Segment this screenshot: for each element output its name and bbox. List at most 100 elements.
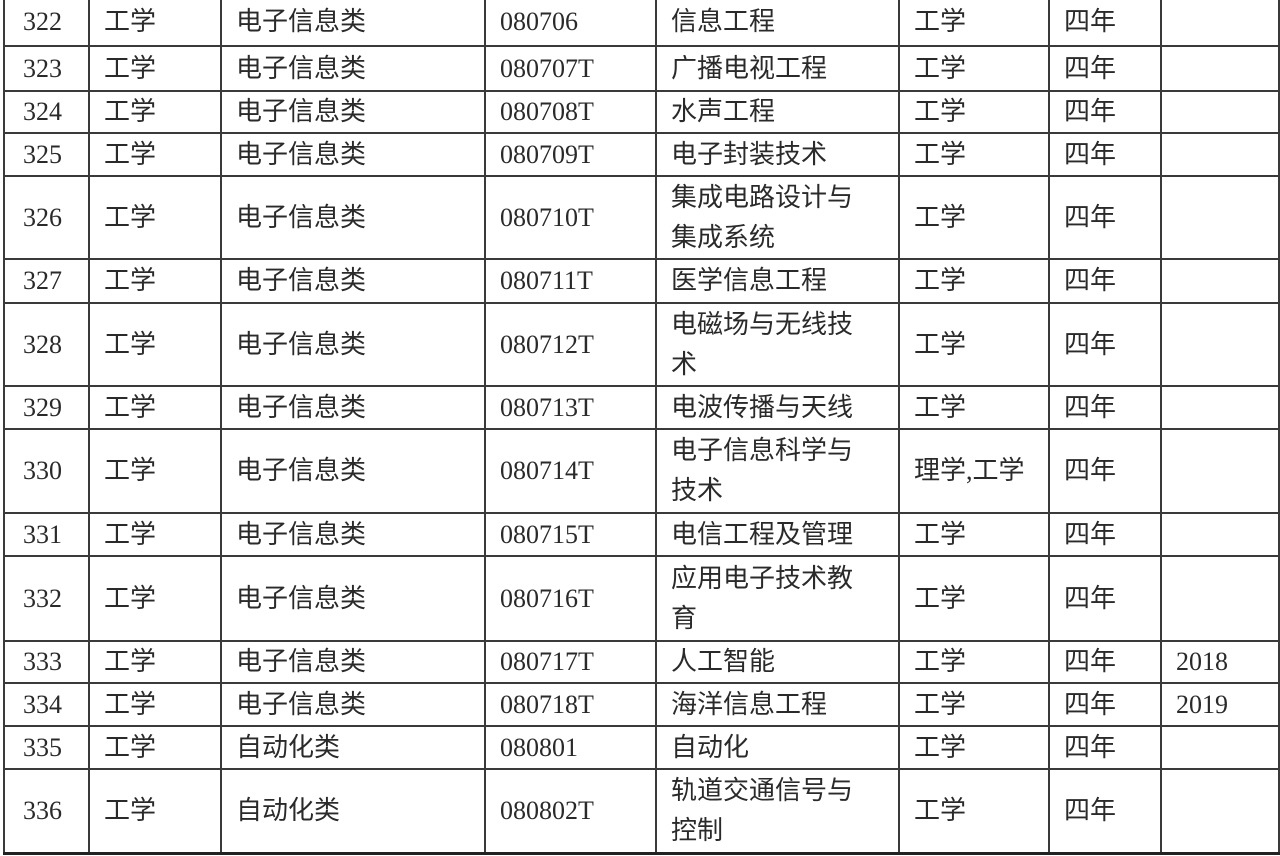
category-cell: 电子信息类 bbox=[220, 258, 486, 304]
duration-cell: 四年 bbox=[1048, 258, 1162, 304]
year-added-cell bbox=[1160, 302, 1280, 387]
major-name-cell: 电波传播与天线 bbox=[655, 385, 900, 430]
year-added-cell bbox=[1160, 90, 1280, 134]
table-row: 329 工学 电子信息类 080713T 电波传播与天线 工学 四年 bbox=[3, 385, 1280, 430]
duration-cell: 四年 bbox=[1048, 725, 1162, 770]
category-cell: 电子信息类 bbox=[220, 682, 486, 727]
table-row: 322 工学 电子信息类 080706 信息工程 工学 四年 bbox=[3, 0, 1280, 47]
year-added-cell bbox=[1160, 132, 1280, 177]
category-cell: 电子信息类 bbox=[220, 90, 486, 134]
table-row: 333 工学 电子信息类 080717T 人工智能 工学 四年 2018 bbox=[3, 640, 1280, 684]
year-added-cell bbox=[1160, 725, 1280, 770]
category-cell: 电子信息类 bbox=[220, 640, 486, 684]
table-row: 326 工学 电子信息类 080710T 集成电路设计与集成系统 工学 四年 bbox=[3, 175, 1280, 260]
category-cell: 电子信息类 bbox=[220, 132, 486, 177]
major-name-cell: 电磁场与无线技术 bbox=[655, 302, 900, 387]
year-added-cell bbox=[1160, 768, 1280, 855]
degree-cell: 工学 bbox=[898, 385, 1050, 430]
duration-cell: 四年 bbox=[1048, 640, 1162, 684]
category-cell: 自动化类 bbox=[220, 725, 486, 770]
table-row: 323 工学 电子信息类 080707T 广播电视工程 工学 四年 bbox=[3, 45, 1280, 92]
discipline-cell: 工学 bbox=[88, 385, 222, 430]
row-number: 322 bbox=[3, 0, 90, 47]
code-cell: 080706 bbox=[484, 0, 657, 47]
discipline-cell: 工学 bbox=[88, 0, 222, 47]
major-name-cell: 自动化 bbox=[655, 725, 900, 770]
category-cell: 电子信息类 bbox=[220, 428, 486, 514]
discipline-cell: 工学 bbox=[88, 428, 222, 514]
code-cell: 080714T bbox=[484, 428, 657, 514]
degree-cell: 工学 bbox=[898, 555, 1050, 642]
category-cell: 自动化类 bbox=[220, 768, 486, 855]
category-cell: 电子信息类 bbox=[220, 45, 486, 92]
major-name-cell: 广播电视工程 bbox=[655, 45, 900, 92]
major-name-cell: 水声工程 bbox=[655, 90, 900, 134]
code-cell: 080801 bbox=[484, 725, 657, 770]
major-name-cell: 医学信息工程 bbox=[655, 258, 900, 304]
year-added-cell bbox=[1160, 0, 1280, 47]
code-cell: 080718T bbox=[484, 682, 657, 727]
row-number: 332 bbox=[3, 555, 90, 642]
duration-cell: 四年 bbox=[1048, 45, 1162, 92]
year-added-cell: 2019 bbox=[1160, 682, 1280, 727]
code-cell: 080710T bbox=[484, 175, 657, 260]
row-number: 329 bbox=[3, 385, 90, 430]
duration-cell: 四年 bbox=[1048, 90, 1162, 134]
category-cell: 电子信息类 bbox=[220, 175, 486, 260]
degree-cell: 工学 bbox=[898, 45, 1050, 92]
year-added-cell bbox=[1160, 512, 1280, 557]
duration-cell: 四年 bbox=[1048, 512, 1162, 557]
discipline-cell: 工学 bbox=[88, 45, 222, 92]
duration-cell: 四年 bbox=[1048, 768, 1162, 855]
degree-cell: 工学 bbox=[898, 258, 1050, 304]
code-cell: 080713T bbox=[484, 385, 657, 430]
row-number: 335 bbox=[3, 725, 90, 770]
discipline-cell: 工学 bbox=[88, 258, 222, 304]
year-added-cell bbox=[1160, 385, 1280, 430]
row-number: 336 bbox=[3, 768, 90, 855]
category-cell: 电子信息类 bbox=[220, 0, 486, 47]
category-cell: 电子信息类 bbox=[220, 385, 486, 430]
discipline-cell: 工学 bbox=[88, 302, 222, 387]
degree-cell: 工学 bbox=[898, 90, 1050, 134]
code-cell: 080709T bbox=[484, 132, 657, 177]
code-cell: 080711T bbox=[484, 258, 657, 304]
year-added-cell: 2018 bbox=[1160, 640, 1280, 684]
year-added-cell bbox=[1160, 175, 1280, 260]
major-name-cell: 轨道交通信号与控制 bbox=[655, 768, 900, 855]
major-name-cell: 信息工程 bbox=[655, 0, 900, 47]
discipline-cell: 工学 bbox=[88, 175, 222, 260]
duration-cell: 四年 bbox=[1048, 682, 1162, 727]
table-row: 327 工学 电子信息类 080711T 医学信息工程 工学 四年 bbox=[3, 258, 1280, 304]
discipline-cell: 工学 bbox=[88, 132, 222, 177]
major-name-cell: 电子信息科学与技术 bbox=[655, 428, 900, 514]
year-added-cell bbox=[1160, 258, 1280, 304]
major-name-cell: 电信工程及管理 bbox=[655, 512, 900, 557]
table-row: 330 工学 电子信息类 080714T 电子信息科学与技术 理学,工学 四年 bbox=[3, 428, 1280, 514]
duration-cell: 四年 bbox=[1048, 302, 1162, 387]
year-added-cell bbox=[1160, 555, 1280, 642]
code-cell: 080802T bbox=[484, 768, 657, 855]
discipline-cell: 工学 bbox=[88, 555, 222, 642]
row-number: 330 bbox=[3, 428, 90, 514]
duration-cell: 四年 bbox=[1048, 132, 1162, 177]
degree-cell: 工学 bbox=[898, 175, 1050, 260]
degree-cell: 工学 bbox=[898, 512, 1050, 557]
major-name-cell: 海洋信息工程 bbox=[655, 682, 900, 727]
table-row: 325 工学 电子信息类 080709T 电子封装技术 工学 四年 bbox=[3, 132, 1280, 177]
row-number: 327 bbox=[3, 258, 90, 304]
discipline-cell: 工学 bbox=[88, 90, 222, 134]
row-number: 325 bbox=[3, 132, 90, 177]
row-number: 334 bbox=[3, 682, 90, 727]
code-cell: 080707T bbox=[484, 45, 657, 92]
year-added-cell bbox=[1160, 428, 1280, 514]
category-cell: 电子信息类 bbox=[220, 555, 486, 642]
row-number: 326 bbox=[3, 175, 90, 260]
table-row: 324 工学 电子信息类 080708T 水声工程 工学 四年 bbox=[3, 90, 1280, 134]
degree-cell: 工学 bbox=[898, 768, 1050, 855]
table-row: 336 工学 自动化类 080802T 轨道交通信号与控制 工学 四年 bbox=[3, 768, 1280, 855]
majors-table: 322 工学 电子信息类 080706 信息工程 工学 四年 323 工学 电子信息类 080707… bbox=[3, 0, 1280, 855]
row-number: 324 bbox=[3, 90, 90, 134]
table-row: 331 工学 电子信息类 080715T 电信工程及管理 工学 四年 bbox=[3, 512, 1280, 557]
discipline-cell: 工学 bbox=[88, 640, 222, 684]
